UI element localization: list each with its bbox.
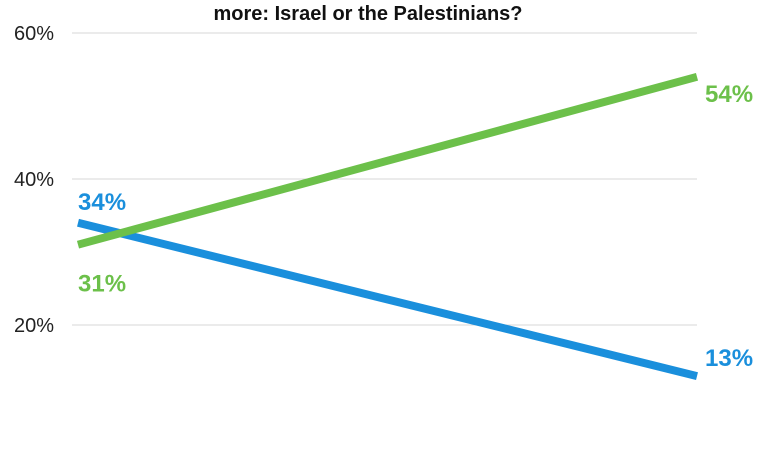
- series-line-blue: [77, 218, 698, 380]
- data-label-blue-1: 13%: [705, 345, 753, 372]
- data-label-blue-0: 34%: [78, 189, 126, 216]
- chart-title: more: Israel or the Palestinians?: [214, 3, 523, 25]
- gridlines: [72, 32, 697, 326]
- y-tick-label-20: 20%: [14, 315, 54, 337]
- y-tick-label-40: 40%: [14, 169, 54, 191]
- data-labels: 34% 13% 31% 54%: [78, 81, 753, 372]
- data-label-green-1: 54%: [705, 81, 753, 108]
- data-label-green-0: 31%: [78, 271, 126, 298]
- series-lines: [76, 72, 699, 380]
- y-tick-label-60: 60%: [14, 23, 54, 45]
- series-line-green: [76, 72, 699, 249]
- y-axis-ticks: 20% 40% 60%: [14, 23, 54, 337]
